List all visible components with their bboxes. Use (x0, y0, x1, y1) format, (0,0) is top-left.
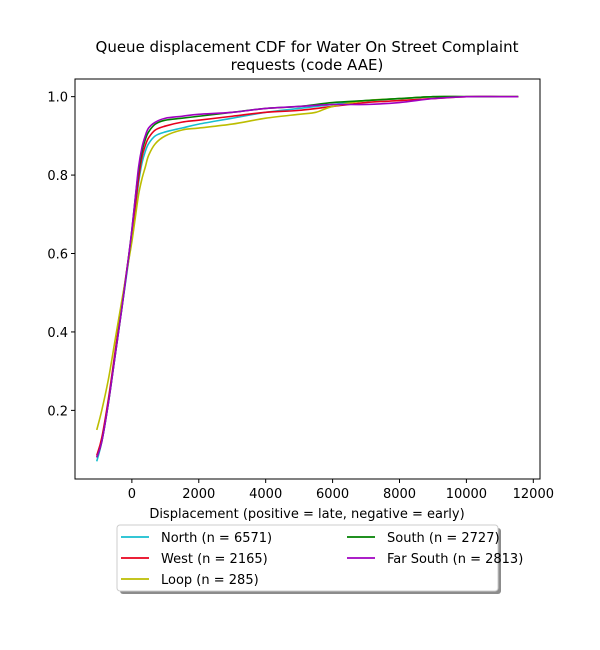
series-line-4 (95, 95, 519, 458)
x-tick-label: 12000 (513, 487, 554, 502)
x-tick-label: 2000 (182, 487, 215, 502)
x-tick-label: 6000 (316, 487, 349, 502)
y-tick-label: 1.0 (47, 91, 68, 106)
series-line-2 (95, 95, 519, 456)
x-tick-label: 10000 (446, 487, 487, 502)
plot-frame (74, 78, 541, 480)
y-tick-label: 0.6 (47, 248, 68, 263)
x-tick-label: 4000 (249, 487, 282, 502)
legend-label: North (n = 6571) (161, 531, 272, 546)
y-axis-ticks: 0.2 0.4 0.6 0.8 1.0 (47, 91, 75, 419)
series-line-5 (95, 95, 519, 458)
x-tick-label: 0 (128, 487, 136, 502)
legend-label: South (n = 2727) (387, 531, 500, 546)
x-axis-label: Displacement (positive = late, negative … (149, 507, 464, 522)
legend-label: Far South (n = 2813) (387, 552, 523, 567)
legend-box (116, 524, 499, 592)
y-tick-label: 0.2 (47, 404, 68, 419)
y-tick-label: 0.4 (47, 326, 68, 341)
legend: North (n = 6571) West (n = 2165) Loop (n =… (116, 524, 523, 594)
series-line-3 (95, 95, 519, 431)
legend-label: Loop (n = 285) (161, 573, 259, 588)
legend-items: North (n = 6571) West (n = 2165) Loop (n =… (121, 531, 523, 588)
plot-lines (95, 95, 519, 462)
legend-label: West (n = 2165) (161, 552, 268, 567)
x-tick-label: 8000 (383, 487, 416, 502)
y-tick-label: 0.8 (47, 169, 68, 184)
series-line-1 (95, 95, 519, 462)
x-axis-ticks: 0 2000 4000 6000 8000 10000 12000 (128, 479, 554, 502)
chart-title-line-1: Queue displacement CDF for Water On Stre… (96, 38, 519, 56)
chart-title-line-2: requests (code AAE) (231, 56, 384, 74)
